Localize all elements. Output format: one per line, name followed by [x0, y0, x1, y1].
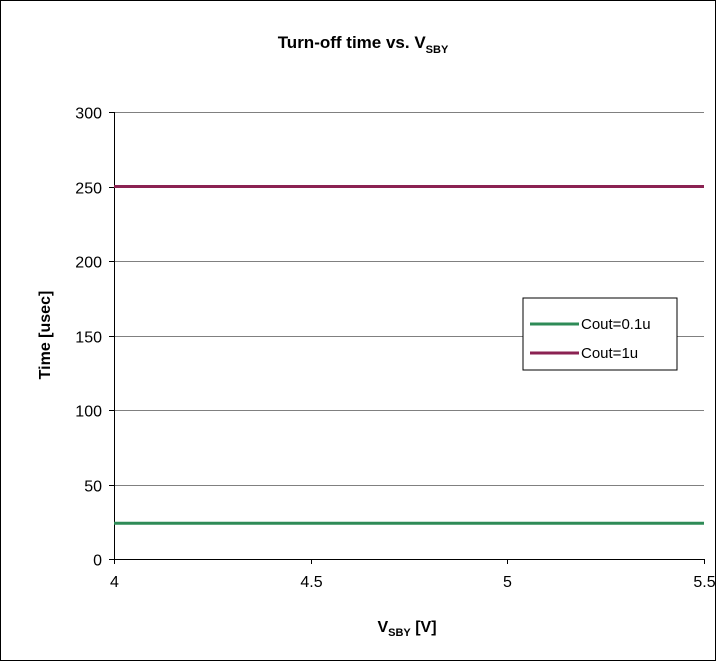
x-axis-label-subscript: SBY: [388, 627, 411, 639]
y-tick-label: 100: [75, 404, 102, 421]
chart-title-main: Turn-off time vs. V: [278, 33, 427, 52]
chart-title: Turn-off time vs. VSBY: [278, 33, 449, 56]
y-tick-label: 300: [75, 106, 102, 123]
x-tick-label: 4: [110, 574, 119, 591]
y-tick-label: 250: [75, 181, 102, 198]
x-tick-label: 5: [503, 574, 512, 591]
x-axis-label-unit: [V]: [411, 619, 437, 636]
x-tick-label: 4.5: [300, 574, 322, 591]
legend: Cout=0.1u Cout=1u: [522, 297, 678, 371]
y-tick-label: 150: [75, 330, 102, 347]
legend-label-0: Cout=0.1u: [581, 316, 651, 333]
x-axis-label-main: V: [377, 619, 388, 636]
chart-title-subscript: SBY: [426, 44, 449, 56]
y-tick-label: 200: [75, 255, 102, 272]
x-tick-label: 5.5: [693, 574, 715, 591]
y-axis-label: Time [usec]: [37, 291, 54, 380]
y-tick-label: 50: [84, 479, 102, 496]
series-lines: [114, 185, 704, 525]
x-axis-label: VSBY [V]: [377, 619, 436, 639]
y-tick-label: 0: [93, 553, 102, 570]
legend-label-1: Cout=1u: [581, 345, 638, 362]
tick-labels: 0 50 100 150 200 250 300 4 4.5 5 5.5: [75, 106, 715, 592]
legend-box: [522, 297, 678, 371]
